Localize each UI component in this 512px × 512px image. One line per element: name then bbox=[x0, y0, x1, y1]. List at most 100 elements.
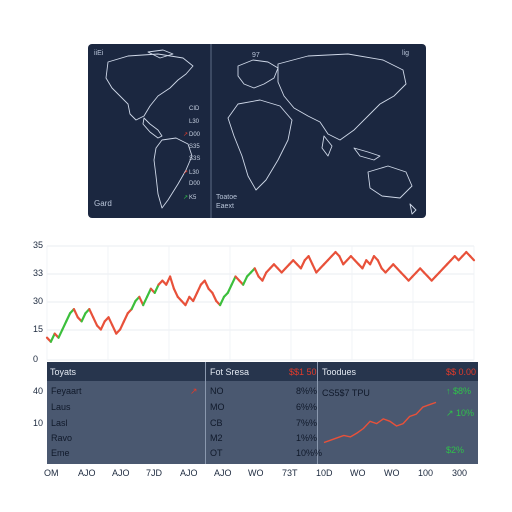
map-legend-label: L30 bbox=[189, 169, 200, 176]
series-segment bbox=[92, 316, 99, 327]
series-segment bbox=[192, 291, 199, 303]
map-corner-label: iiEi bbox=[94, 50, 104, 57]
series-segment bbox=[168, 275, 176, 290]
series-segment bbox=[261, 271, 268, 282]
x-tick-label: WO bbox=[248, 468, 264, 478]
series-segment bbox=[376, 259, 383, 270]
x-tick-label: AJO bbox=[214, 468, 232, 478]
series-segment bbox=[203, 279, 210, 290]
table-header-3 bbox=[318, 362, 478, 381]
series-segment bbox=[184, 295, 191, 307]
y-tick-label: 15 bbox=[33, 324, 44, 334]
sparkline-series bbox=[323, 401, 437, 444]
table-header-col3: Toodues bbox=[322, 367, 357, 377]
series-segment bbox=[253, 267, 260, 278]
spark-right-item: ↑ $8% bbox=[446, 386, 471, 396]
x-tick-label: 100 bbox=[418, 468, 434, 478]
table-row-pct: 1%% bbox=[296, 433, 318, 443]
series-segment bbox=[107, 316, 114, 327]
table-row-pct: 8%% bbox=[296, 386, 318, 396]
x-tick-label: OM bbox=[44, 468, 59, 478]
row-arrow-icon: ↗ bbox=[190, 386, 198, 396]
series-segment bbox=[49, 332, 56, 343]
table-row-name: Lasl bbox=[51, 418, 68, 428]
series-segment bbox=[61, 320, 68, 331]
sparkline-chart bbox=[323, 401, 437, 444]
series-segment bbox=[138, 295, 145, 307]
series-segment bbox=[338, 255, 345, 266]
price-line-chart bbox=[45, 245, 476, 361]
series-segment bbox=[242, 275, 249, 286]
spark-right-label: $2% bbox=[446, 445, 465, 455]
map-legend-item: ↗D00 bbox=[183, 131, 200, 138]
table-row-code: MO bbox=[210, 402, 225, 412]
map-legend-item: S3S bbox=[183, 156, 200, 162]
row-left-value: 10 bbox=[33, 418, 44, 428]
y-tick-label: 0 bbox=[33, 354, 39, 364]
table-divider bbox=[205, 362, 206, 464]
series-segment bbox=[111, 324, 118, 335]
x-tick-label: WO bbox=[384, 468, 400, 478]
x-tick-label: 300 bbox=[452, 468, 468, 478]
spark-label: CS5$7 TPU bbox=[322, 388, 370, 398]
table-row-pct: 10%% bbox=[296, 448, 323, 458]
table-row-name: Laus bbox=[51, 402, 71, 412]
table-header-col1: Toyats bbox=[50, 367, 77, 377]
series-segment bbox=[211, 291, 218, 303]
table-row-code: M2 bbox=[210, 433, 223, 443]
map-legend-item: ↗K5 bbox=[183, 194, 196, 201]
x-tick-label: AJO bbox=[180, 468, 198, 478]
map-legend-label: L30 bbox=[189, 118, 200, 125]
trend-arrow-icon: ↗ bbox=[446, 408, 457, 418]
series-segment bbox=[118, 320, 126, 331]
series-segment bbox=[122, 312, 129, 323]
table-header-col3-value: $$ 0.00 bbox=[446, 367, 477, 377]
world-map-drawing bbox=[105, 44, 417, 218]
x-tick-label: 10D bbox=[316, 468, 333, 478]
legend-arrow-icon: ↗ bbox=[183, 169, 189, 176]
legend-arrow-icon: ↗ bbox=[183, 194, 189, 201]
x-tick-label: 73T bbox=[282, 468, 298, 478]
y-tick-label: 35 bbox=[33, 240, 44, 250]
map-legend-label: K5 bbox=[189, 194, 197, 201]
spark-right-item: $2% bbox=[446, 445, 464, 455]
map-legend-label: CID bbox=[189, 106, 200, 112]
table-header-col2-value: $$1 50 bbox=[289, 367, 317, 377]
series-segment bbox=[80, 312, 87, 323]
series-segment bbox=[145, 287, 152, 299]
x-tick-label: 7JD bbox=[146, 468, 163, 478]
table-row-name: Eme bbox=[51, 448, 70, 458]
table-row-pct: 6%% bbox=[296, 402, 318, 412]
series-segment bbox=[195, 283, 202, 294]
series-segment bbox=[311, 263, 318, 274]
world-map-panel: iiEi lig 97 Gard Toatoe Eaext bbox=[88, 44, 426, 218]
table-row-name: Feyaart bbox=[51, 386, 82, 396]
spark-right-label: $8% bbox=[453, 386, 472, 396]
series-segment bbox=[299, 259, 306, 270]
table-header-col2: Fot Sresa bbox=[210, 367, 250, 377]
series-segment bbox=[130, 299, 137, 311]
spark-right-label: 10% bbox=[456, 408, 475, 418]
series-segment bbox=[88, 308, 95, 319]
map-legend-item: CID bbox=[183, 106, 199, 112]
series-segment bbox=[307, 255, 314, 266]
series-segment bbox=[361, 259, 368, 270]
map-bottom-label: Gard bbox=[94, 199, 112, 208]
series-segment bbox=[142, 295, 149, 307]
table-header-1 bbox=[47, 362, 205, 381]
spark-right-item: ↗ 10% bbox=[446, 408, 474, 419]
map-top-label: 97 bbox=[252, 52, 260, 59]
y-tick-label: 33 bbox=[33, 268, 44, 278]
map-legend-item: S35 bbox=[183, 144, 200, 150]
map-corner-label-right: lig bbox=[402, 50, 410, 57]
series-segment bbox=[226, 283, 233, 294]
table-row-code: OT bbox=[210, 448, 223, 458]
map-legend-label: D00 bbox=[189, 181, 201, 187]
table-row-name: Ravo bbox=[51, 433, 73, 443]
series-segment bbox=[230, 275, 237, 286]
series-segment bbox=[57, 328, 64, 339]
map-bottom-mid-label: Toatoe bbox=[216, 194, 238, 201]
map-legend-item: D00 bbox=[183, 181, 200, 187]
row-left-value: 40 bbox=[33, 386, 44, 396]
series-segment bbox=[172, 287, 179, 299]
